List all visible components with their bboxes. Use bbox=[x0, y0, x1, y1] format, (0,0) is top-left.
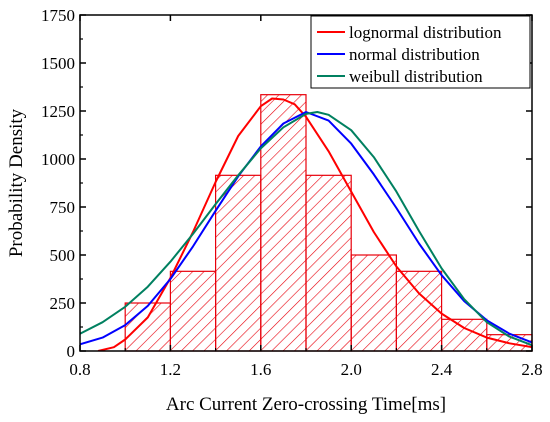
histogram-bar bbox=[124, 302, 171, 352]
axes: 0.8 1.2 1.6 2.0 2.4 2.8 0 250 500 750 1000 1250 1500… bbox=[41, 6, 543, 379]
histogram-bar bbox=[350, 254, 398, 352]
x-axis-title: Arc Current Zero-crossing Time[ms] bbox=[166, 394, 446, 415]
legend-label: weibull distribution bbox=[349, 67, 483, 86]
series-line bbox=[97, 97, 532, 351]
histogram-bars bbox=[124, 94, 533, 352]
y-tick-label: 1500 bbox=[41, 54, 75, 73]
y-tick-label: 250 bbox=[50, 294, 76, 313]
series-line bbox=[80, 111, 532, 347]
x-tick-label: 1.2 bbox=[160, 360, 181, 379]
y-axis-title: Probability Density bbox=[6, 108, 27, 257]
y-tick-label: 0 bbox=[67, 342, 76, 361]
histogram-bar bbox=[260, 94, 307, 352]
y-tick-label: 500 bbox=[50, 246, 76, 265]
legend-label: lognormal distribution bbox=[349, 23, 502, 42]
y-tick-label: 1000 bbox=[41, 150, 75, 169]
x-tick-label: 0.8 bbox=[69, 360, 90, 379]
y-tick-label: 1250 bbox=[41, 102, 75, 121]
x-tick-label: 1.6 bbox=[250, 360, 271, 379]
x-tick-label: 2.0 bbox=[341, 360, 362, 379]
histogram-bar bbox=[169, 270, 217, 352]
histogram-bar bbox=[305, 174, 352, 352]
y-tick-label: 750 bbox=[50, 198, 76, 217]
series-line bbox=[80, 111, 532, 346]
distribution-curves bbox=[80, 97, 532, 351]
x-tick-label: 2.8 bbox=[521, 360, 542, 379]
y-tick-label: 1750 bbox=[41, 6, 75, 25]
x-tick-label: 2.4 bbox=[431, 360, 453, 379]
histogram-bar bbox=[215, 174, 262, 352]
legend-label: normal distribution bbox=[349, 45, 480, 64]
histogram-bar bbox=[395, 270, 443, 352]
legend: lognormal distribution normal distributio… bbox=[310, 15, 531, 89]
legend-box bbox=[310, 15, 531, 89]
